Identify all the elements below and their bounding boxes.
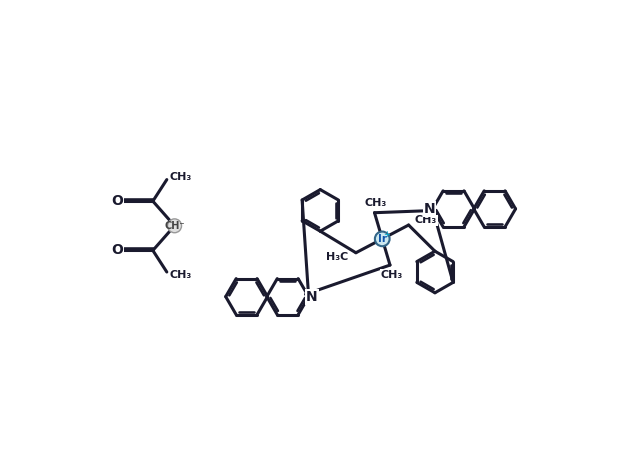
Text: N: N bbox=[424, 202, 435, 216]
Text: N: N bbox=[306, 290, 317, 304]
Circle shape bbox=[375, 232, 390, 246]
Circle shape bbox=[168, 219, 182, 233]
Text: CH₃: CH₃ bbox=[170, 172, 192, 181]
Text: H₃C: H₃C bbox=[326, 252, 348, 262]
Text: CH⁻: CH⁻ bbox=[164, 221, 185, 231]
Text: CH₃: CH₃ bbox=[415, 215, 436, 226]
Text: O: O bbox=[111, 243, 123, 258]
Text: CH₃: CH₃ bbox=[170, 270, 192, 280]
Text: CH₃: CH₃ bbox=[380, 270, 403, 280]
Text: Ir: Ir bbox=[378, 234, 387, 244]
Text: CH₃: CH₃ bbox=[365, 198, 387, 208]
Text: +: + bbox=[383, 230, 390, 239]
Text: O: O bbox=[111, 194, 123, 208]
